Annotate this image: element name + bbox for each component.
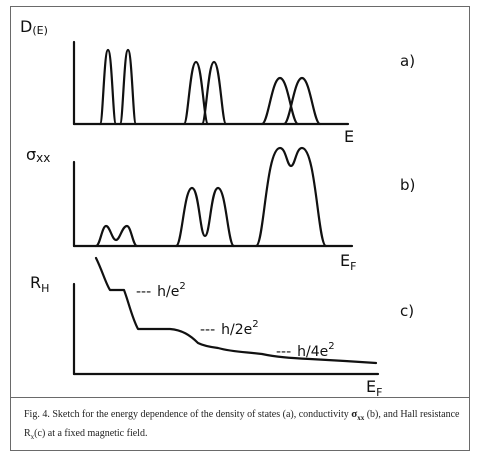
panel-b-curve [174, 186, 236, 248]
panel-a-peak [118, 48, 138, 126]
caption-symbol: σxx [351, 408, 365, 423]
panel-b-tag: b) [400, 176, 415, 194]
panel-c-xlabel: EF [366, 377, 382, 399]
caption-divider [10, 397, 470, 398]
panel-a-xlabel: E [344, 127, 354, 146]
panel-a-tag: a) [400, 52, 415, 70]
panel-b-ylabel: σxx [26, 145, 50, 165]
caption-prefix: Fig. 4. Sketch for the energy dependence… [24, 409, 352, 420]
panel-b-xlabel: EF [340, 251, 356, 273]
panel-c-hall-curve [94, 256, 378, 365]
panel-a-ylabel: D(E) [20, 17, 48, 37]
plateau-label: --- h/2e2 [200, 319, 259, 338]
panel-b-curve [254, 146, 328, 248]
figure-caption: Fig. 4. Sketch for the energy dependence… [24, 407, 460, 445]
panel-c-ylabel: RH [30, 273, 49, 295]
panel-c-tag: c) [400, 302, 414, 320]
panel-a-peak [200, 60, 228, 126]
caption-r-subscript: x [30, 433, 35, 442]
figure-frame [10, 6, 470, 451]
panel-a-peak [260, 76, 300, 126]
caption-middle: (b), and Hall resistance R [24, 409, 460, 440]
plateau-label: --- h/e2 [136, 281, 186, 300]
panel-a-peak [282, 76, 322, 126]
panel-a-peak [98, 48, 118, 126]
caption-suffix: (c) at a fixed magnetic field. [34, 428, 148, 440]
plateau-label: --- h/4e2 [276, 341, 335, 360]
panel-b-curve [94, 224, 139, 248]
